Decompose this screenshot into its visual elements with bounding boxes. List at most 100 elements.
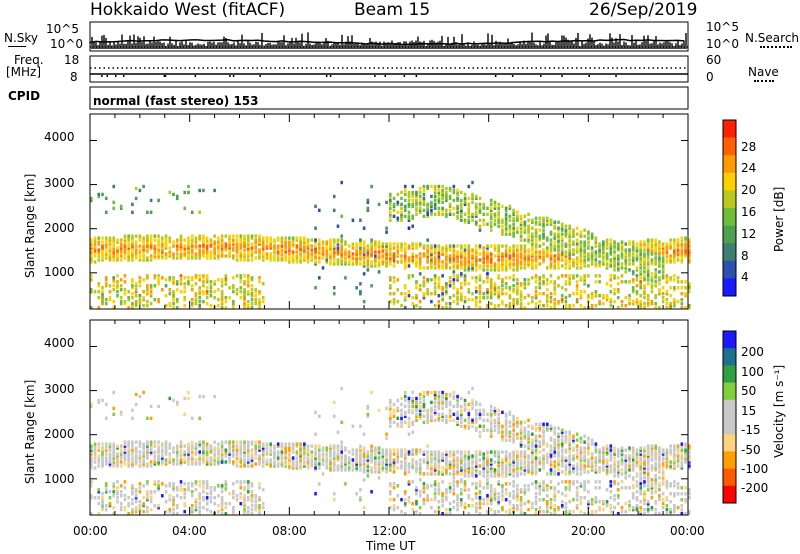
freq-dot [232,75,235,77]
echo-cell [452,466,456,470]
echo-cell [243,498,246,502]
echo-cell [344,254,347,258]
echo-cell [624,258,628,262]
echo-cell [564,299,568,304]
echo-cell [501,260,504,264]
echo-cell [183,458,187,462]
vbar-tick-200: 200 [741,345,764,359]
echo-cell [680,260,684,264]
echo-cell [523,238,527,242]
echo-cell [467,305,471,310]
echo-cell [187,190,190,195]
echo-cell [179,488,183,492]
echo-cell [329,256,332,260]
echo-cell [362,452,366,456]
echo-cell [415,486,418,490]
echo-cell [598,248,601,252]
echo-cell [344,250,347,254]
echo-cell [474,470,478,474]
echo-cell [452,500,456,504]
echo-cell [164,303,168,308]
echo-cell [232,286,235,290]
echo-cell [467,252,471,256]
echo-cell [418,468,422,472]
echo-cell [587,294,590,298]
echo-cell [362,466,366,470]
echo-cell [321,250,325,254]
echo-cell [261,446,265,450]
echo-cell [474,254,478,258]
echo-cell [407,226,411,230]
echo-cell [198,295,201,300]
echo-cell [273,450,276,454]
echo-cell [411,404,415,409]
echo-cell [482,254,486,258]
echo-cell [119,454,123,458]
echo-cell [146,303,149,308]
freq-dot [540,75,542,77]
echo-cell [101,244,104,248]
echo-cell [362,264,366,268]
echo-cell [523,464,527,468]
echo-cell [403,254,407,258]
echo-cell [209,252,213,256]
echo-cell [639,272,643,276]
echo-cell [516,214,519,218]
echo-cell [437,256,441,260]
echo-cell [534,238,538,242]
echo-cell [112,244,116,248]
echo-cell [531,276,534,280]
echo-cell [448,460,452,464]
echo-cell [456,394,459,399]
echo-cell [344,262,347,266]
echo-cell [609,238,613,242]
echo-cell [138,464,142,468]
echo-cell [422,394,426,399]
echo-cell [497,412,500,417]
echo-cell [101,297,104,302]
echo-cell [90,278,93,282]
echo-cell [482,250,486,254]
echo-cell [194,256,198,260]
echo-cell [284,254,287,258]
echo-cell [437,488,441,492]
echo-cell [430,450,433,454]
echo-cell [486,244,489,248]
echo-cell [598,264,601,268]
echo-cell [101,464,104,468]
echo-cell [332,498,336,502]
echo-cell [531,218,534,222]
echo-cell [512,418,515,423]
echo-cell [504,468,508,472]
echo-cell [202,442,205,446]
echo-cell [172,290,175,294]
echo-cell [415,202,418,207]
echo-cell [456,297,459,302]
echo-cell [445,498,448,502]
echo-cell [306,242,310,246]
echo-cell [164,440,168,444]
echo-cell [456,254,459,258]
echo-cell [437,404,441,409]
echo-cell [217,494,220,498]
echo-cell [101,254,104,258]
echo-cell [396,278,400,282]
echo-cell [131,484,134,488]
echo-cell [153,450,157,454]
echo-cell [250,250,254,254]
echo-cell [194,458,198,462]
cpid-value: normal (fast stereo) 153 [93,94,259,108]
echo-cell [534,264,538,268]
echo-cell [497,408,500,413]
echo-cell [516,292,519,296]
echo-cell [389,278,392,282]
echo-cell [445,198,448,203]
echo-cell [116,280,119,284]
echo-cell [474,420,478,424]
echo-cell [127,246,130,250]
echo-cell [295,460,299,464]
echo-cell [415,398,418,403]
freq-dot [163,75,166,77]
echo-cell [254,288,258,292]
echo-cell [179,454,183,458]
